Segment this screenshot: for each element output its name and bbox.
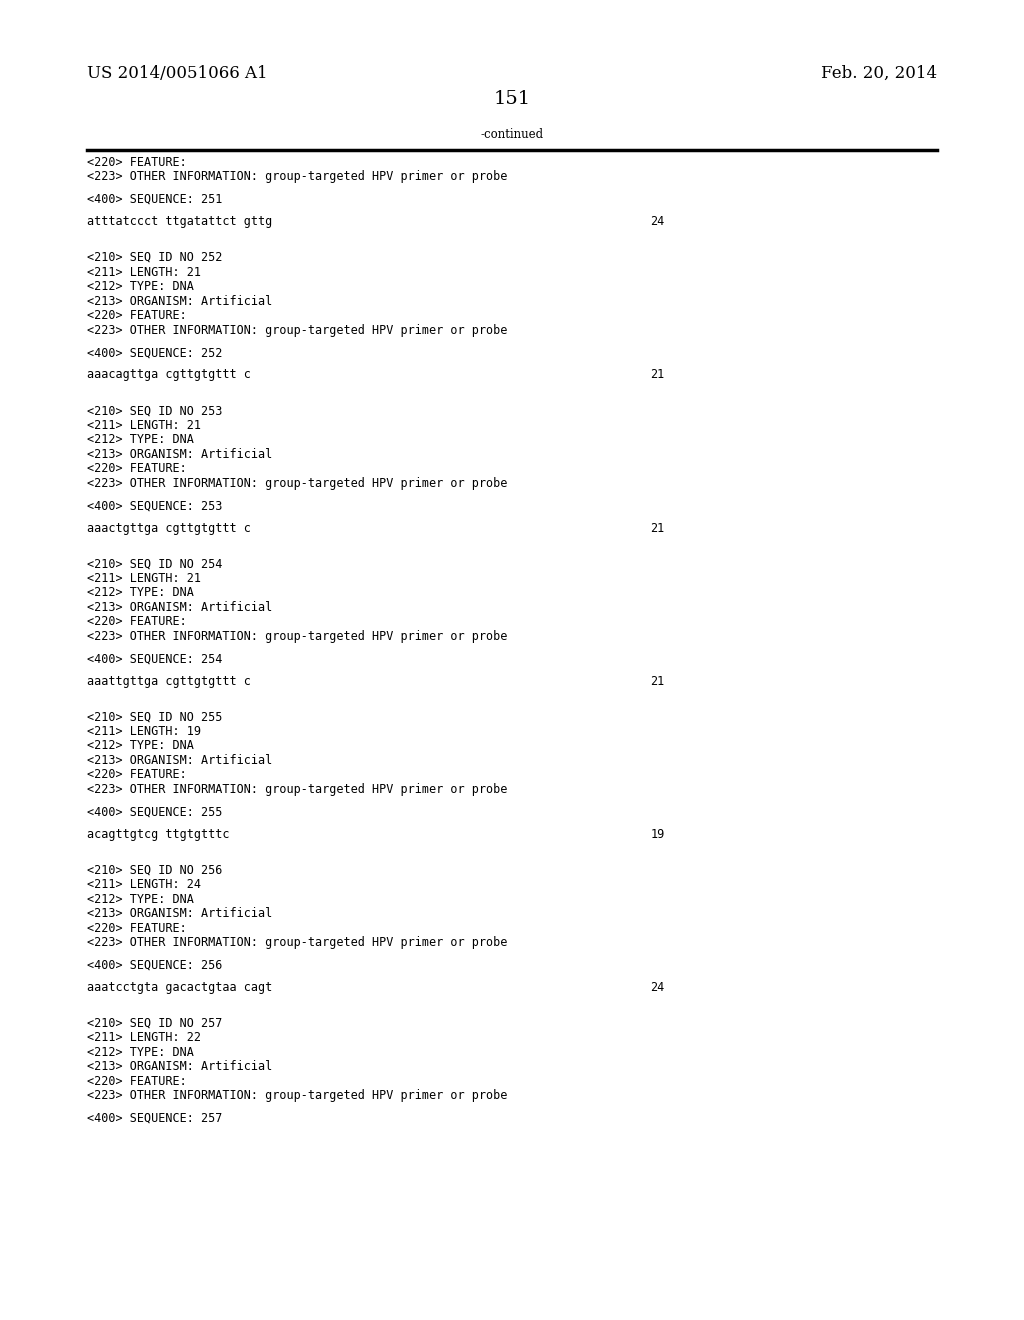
Text: <211> LENGTH: 24: <211> LENGTH: 24 [87, 878, 201, 891]
Text: <210> SEQ ID NO 254: <210> SEQ ID NO 254 [87, 557, 222, 570]
Text: <212> TYPE: DNA: <212> TYPE: DNA [87, 586, 194, 599]
Text: <220> FEATURE:: <220> FEATURE: [87, 615, 186, 628]
Text: aaattgttga cgttgtgttt c: aaattgttga cgttgtgttt c [87, 675, 251, 688]
Text: <223> OTHER INFORMATION: group-targeted HPV primer or probe: <223> OTHER INFORMATION: group-targeted … [87, 323, 508, 337]
Text: <400> SEQUENCE: 257: <400> SEQUENCE: 257 [87, 1111, 222, 1125]
Text: aaacagttga cgttgtgttt c: aaacagttga cgttgtgttt c [87, 368, 251, 381]
Text: <210> SEQ ID NO 253: <210> SEQ ID NO 253 [87, 404, 222, 417]
Text: 24: 24 [650, 981, 665, 994]
Text: <400> SEQUENCE: 254: <400> SEQUENCE: 254 [87, 652, 222, 665]
Text: <220> FEATURE:: <220> FEATURE: [87, 156, 186, 169]
Text: <223> OTHER INFORMATION: group-targeted HPV primer or probe: <223> OTHER INFORMATION: group-targeted … [87, 936, 508, 949]
Text: <213> ORGANISM: Artificial: <213> ORGANISM: Artificial [87, 601, 272, 614]
Text: <212> TYPE: DNA: <212> TYPE: DNA [87, 1045, 194, 1059]
Text: <212> TYPE: DNA: <212> TYPE: DNA [87, 280, 194, 293]
Text: <400> SEQUENCE: 251: <400> SEQUENCE: 251 [87, 193, 222, 206]
Text: <213> ORGANISM: Artificial: <213> ORGANISM: Artificial [87, 294, 272, 308]
Text: 21: 21 [650, 368, 665, 381]
Text: <213> ORGANISM: Artificial: <213> ORGANISM: Artificial [87, 754, 272, 767]
Text: 21: 21 [650, 675, 665, 688]
Text: <213> ORGANISM: Artificial: <213> ORGANISM: Artificial [87, 907, 272, 920]
Text: <400> SEQUENCE: 256: <400> SEQUENCE: 256 [87, 958, 222, 972]
Text: 19: 19 [650, 828, 665, 841]
Text: <211> LENGTH: 21: <211> LENGTH: 21 [87, 572, 201, 585]
Text: <223> OTHER INFORMATION: group-targeted HPV primer or probe: <223> OTHER INFORMATION: group-targeted … [87, 1089, 508, 1102]
Text: <212> TYPE: DNA: <212> TYPE: DNA [87, 433, 194, 446]
Text: <213> ORGANISM: Artificial: <213> ORGANISM: Artificial [87, 447, 272, 461]
Text: aaactgttga cgttgtgttt c: aaactgttga cgttgtgttt c [87, 521, 251, 535]
Text: <223> OTHER INFORMATION: group-targeted HPV primer or probe: <223> OTHER INFORMATION: group-targeted … [87, 783, 508, 796]
Text: <210> SEQ ID NO 255: <210> SEQ ID NO 255 [87, 710, 222, 723]
Text: 24: 24 [650, 215, 665, 228]
Text: <212> TYPE: DNA: <212> TYPE: DNA [87, 739, 194, 752]
Text: <220> FEATURE:: <220> FEATURE: [87, 1074, 186, 1088]
Text: Feb. 20, 2014: Feb. 20, 2014 [821, 65, 937, 82]
Text: <220> FEATURE:: <220> FEATURE: [87, 921, 186, 935]
Text: <212> TYPE: DNA: <212> TYPE: DNA [87, 892, 194, 906]
Text: <211> LENGTH: 22: <211> LENGTH: 22 [87, 1031, 201, 1044]
Text: <400> SEQUENCE: 252: <400> SEQUENCE: 252 [87, 346, 222, 359]
Text: aaatcctgta gacactgtaa cagt: aaatcctgta gacactgtaa cagt [87, 981, 272, 994]
Text: 151: 151 [494, 90, 530, 108]
Text: 21: 21 [650, 521, 665, 535]
Text: <220> FEATURE:: <220> FEATURE: [87, 768, 186, 781]
Text: <210> SEQ ID NO 256: <210> SEQ ID NO 256 [87, 863, 222, 876]
Text: <211> LENGTH: 21: <211> LENGTH: 21 [87, 418, 201, 432]
Text: <223> OTHER INFORMATION: group-targeted HPV primer or probe: <223> OTHER INFORMATION: group-targeted … [87, 477, 508, 490]
Text: <220> FEATURE:: <220> FEATURE: [87, 309, 186, 322]
Text: <210> SEQ ID NO 257: <210> SEQ ID NO 257 [87, 1016, 222, 1030]
Text: US 2014/0051066 A1: US 2014/0051066 A1 [87, 65, 267, 82]
Text: <223> OTHER INFORMATION: group-targeted HPV primer or probe: <223> OTHER INFORMATION: group-targeted … [87, 630, 508, 643]
Text: <211> LENGTH: 19: <211> LENGTH: 19 [87, 725, 201, 738]
Text: <211> LENGTH: 21: <211> LENGTH: 21 [87, 265, 201, 279]
Text: <220> FEATURE:: <220> FEATURE: [87, 462, 186, 475]
Text: <400> SEQUENCE: 255: <400> SEQUENCE: 255 [87, 805, 222, 818]
Text: <400> SEQUENCE: 253: <400> SEQUENCE: 253 [87, 499, 222, 512]
Text: <210> SEQ ID NO 252: <210> SEQ ID NO 252 [87, 251, 222, 264]
Text: -continued: -continued [480, 128, 544, 141]
Text: <213> ORGANISM: Artificial: <213> ORGANISM: Artificial [87, 1060, 272, 1073]
Text: atttatccct ttgatattct gttg: atttatccct ttgatattct gttg [87, 215, 272, 228]
Text: <223> OTHER INFORMATION: group-targeted HPV primer or probe: <223> OTHER INFORMATION: group-targeted … [87, 170, 508, 183]
Text: acagttgtcg ttgtgtttc: acagttgtcg ttgtgtttc [87, 828, 229, 841]
